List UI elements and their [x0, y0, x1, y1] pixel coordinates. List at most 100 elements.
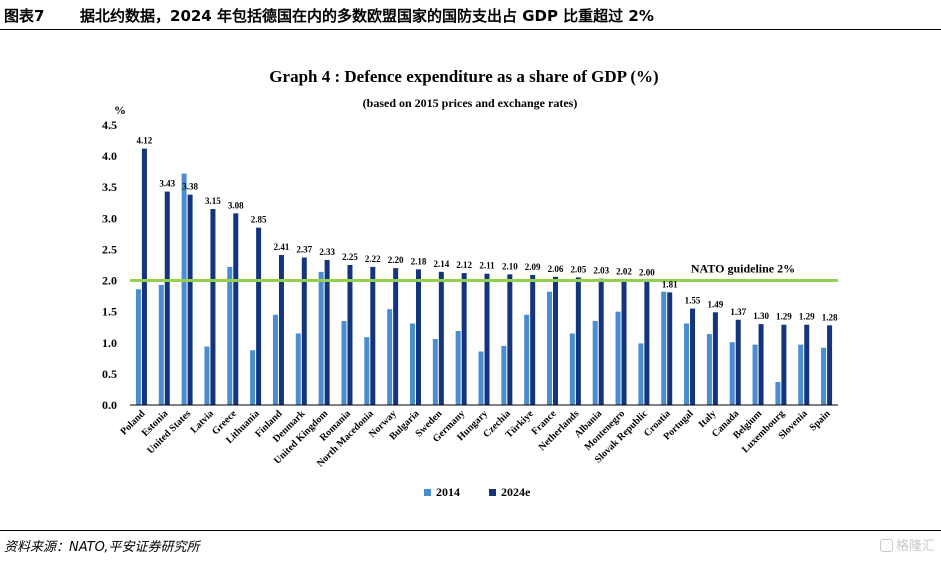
watermark-logo-icon: [879, 539, 893, 552]
bar-2024e: [781, 324, 787, 405]
bar-2014: [638, 343, 644, 405]
bar-2014: [729, 342, 735, 405]
bar-2024e: [621, 279, 627, 405]
bar-2024e: [278, 255, 284, 405]
bar-2024e: [233, 213, 239, 405]
bar-2014: [204, 346, 210, 405]
data-label-2024e: 3.08: [228, 200, 244, 210]
bar-2024e: [484, 273, 490, 405]
bar-2014: [181, 173, 187, 405]
data-label-2024e: 2.18: [411, 256, 427, 266]
data-label-2024e: 2.00: [639, 268, 655, 278]
data-label-2024e: 2.12: [456, 260, 472, 270]
y-tick-label: 0.5: [102, 367, 117, 381]
y-axis-unit: %: [114, 103, 126, 117]
bar-2014: [706, 334, 712, 405]
bar-2014: [364, 337, 370, 405]
data-label-2024e: 4.12: [137, 136, 153, 146]
data-label-2024e: 2.22: [365, 254, 381, 264]
bar-2024e: [461, 273, 467, 405]
x-tick-label: Spain: [808, 408, 833, 433]
source-note: 资料来源：NATO,平安证券研究所: [4, 540, 200, 555]
bars: [135, 148, 833, 405]
data-label-2024e: 2.06: [548, 264, 564, 274]
bar-2014: [524, 314, 530, 405]
bar-2024e: [415, 269, 421, 405]
data-label-2024e: 1.30: [753, 311, 769, 321]
legend-label-2014: 2014: [436, 485, 460, 499]
data-label-2024e: 2.85: [251, 215, 267, 225]
bar-2024e: [438, 271, 444, 405]
guideline-label: NATO guideline 2%: [691, 262, 795, 276]
bar-2024e: [827, 325, 833, 405]
bar-2024e: [530, 274, 536, 405]
figure-header: 图表7 据北约数据，2024 年包括德国在内的多数欧盟国家的国防支出占 GDP …: [0, 0, 941, 30]
bar-2024e: [667, 292, 673, 405]
bar-2024e: [712, 312, 718, 405]
bar-2014: [592, 321, 598, 405]
bar-2024e: [507, 274, 513, 405]
bar-2024e: [553, 276, 559, 405]
y-tick-label: 2.5: [102, 242, 117, 256]
watermark: 格隆汇: [879, 535, 935, 554]
bar-2014: [752, 344, 758, 405]
data-label-2024e: 2.11: [479, 261, 495, 271]
bar-2024e: [393, 268, 399, 405]
y-tick-label: 3.5: [102, 180, 117, 194]
bar-2024e: [164, 191, 170, 405]
nato-guideline: NATO guideline 2%: [130, 262, 838, 283]
data-label-2024e: 2.41: [274, 242, 290, 252]
y-tick-label: 1.0: [102, 336, 117, 350]
bar-2014: [318, 271, 324, 405]
bar-2024e: [598, 278, 604, 405]
y-tick-label: 0.0: [102, 398, 117, 412]
bar-2024e: [187, 194, 193, 405]
bar-2014: [387, 309, 393, 405]
bar-2024e: [256, 227, 262, 405]
bar-2014: [135, 289, 141, 405]
bar-2024e: [324, 260, 330, 405]
bar-2024e: [690, 308, 696, 405]
bar-2024e: [301, 257, 307, 405]
bar-2014: [409, 323, 415, 405]
bar-2014: [501, 345, 507, 405]
y-tick-label: 4.5: [102, 118, 117, 132]
bar-2014: [250, 350, 256, 405]
bar-2024e: [210, 209, 216, 405]
bar-2024e: [370, 266, 376, 405]
y-axis-ticks: 0.0 0.5 1.0 1.5 2.0 2.5 3.0 3.5 4.0 4.5: [102, 118, 117, 412]
chart-subtitle: (based on 2015 prices and exchange rates…: [363, 96, 578, 110]
header-divider: [0, 29, 941, 30]
data-label-2024e: 3.38: [182, 182, 198, 192]
bar-2014: [661, 291, 667, 405]
legend-swatch-2024e: [489, 489, 496, 496]
figure-number: 图表7: [4, 7, 45, 25]
data-label-2024e: 2.05: [570, 264, 586, 274]
watermark-text: 格隆汇: [895, 539, 935, 554]
y-tick-label: 1.5: [102, 305, 117, 319]
bar-2024e: [644, 280, 650, 405]
data-label-2024e: 2.37: [296, 245, 312, 255]
data-label-2024e: 2.14: [433, 259, 449, 269]
data-label-2024e: 3.15: [205, 196, 221, 206]
bar-2014: [227, 266, 233, 405]
data-label-2024e: 1.81: [662, 279, 678, 289]
legend-swatch-2014: [424, 489, 431, 496]
bar-2014: [775, 381, 781, 405]
footer-divider: [0, 530, 941, 531]
bar-2014: [295, 333, 301, 405]
data-label-2024e: 1.37: [730, 307, 746, 317]
data-labels: 4.12 3.43 3.38 3.15 3.08 2.85 2.41 2.37 2.33 2.25…: [137, 136, 838, 323]
data-label-2024e: 3.43: [159, 179, 175, 189]
bar-2014: [798, 344, 804, 405]
bar-2014: [547, 291, 553, 405]
bar-2024e: [758, 324, 764, 405]
bar-2014: [478, 351, 484, 405]
data-label-2024e: 1.29: [776, 312, 792, 322]
data-label-2024e: 1.55: [685, 296, 701, 306]
figure-title: 据北约数据，2024 年包括德国在内的多数欧盟国家的国防支出占 GDP 比重超过…: [80, 7, 654, 25]
bar-2024e: [141, 148, 147, 405]
y-tick-label: 3.0: [102, 211, 117, 225]
bar-2014: [615, 311, 621, 405]
bar-2014: [272, 314, 278, 405]
